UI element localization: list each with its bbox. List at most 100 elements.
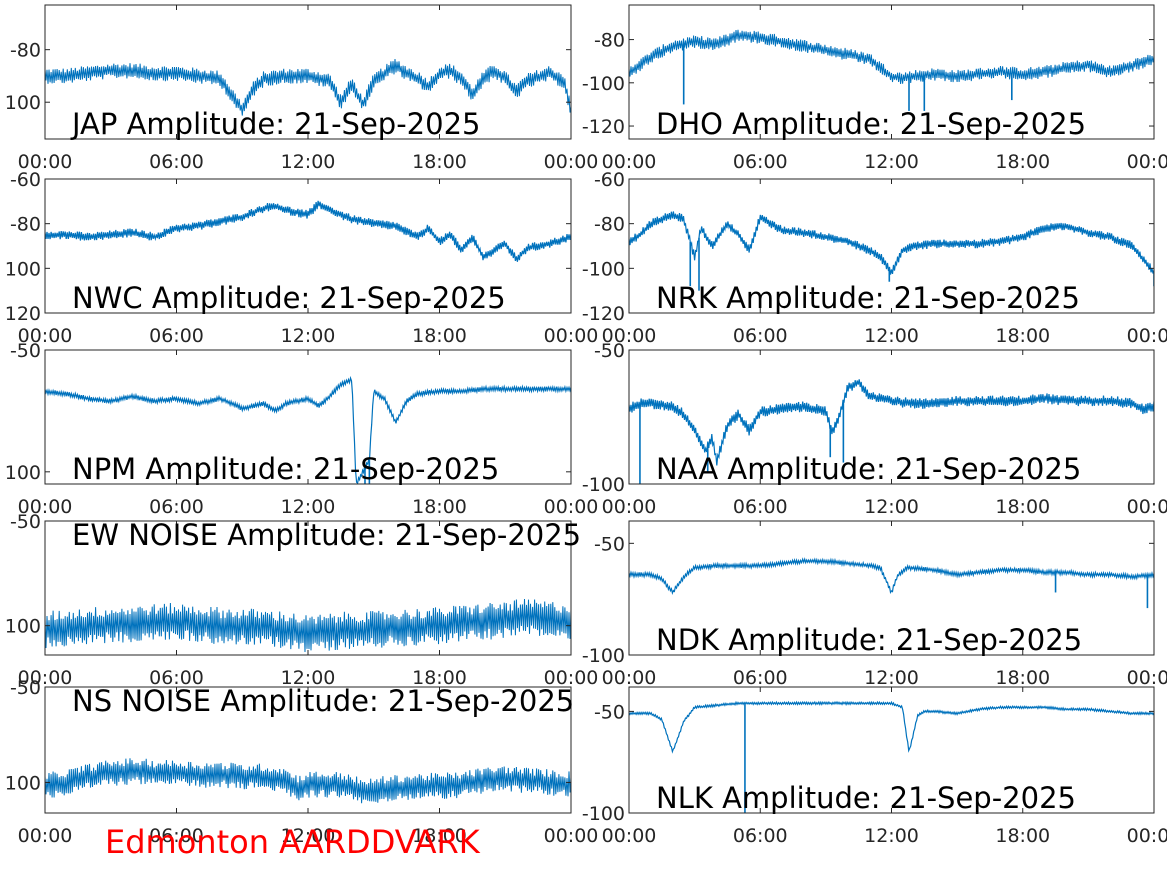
x-tick-label: 00:00 (1127, 151, 1167, 173)
y-tick-label: -100 (582, 645, 625, 667)
x-tick-label: 18:00 (412, 325, 467, 347)
y-tick-label: 100 (5, 92, 41, 114)
panel-title: NRK Amplitude: 21-Sep-2025 (656, 281, 1080, 315)
x-tick-label: 18:00 (412, 151, 467, 173)
series-line (45, 758, 571, 804)
series-line (45, 58, 571, 116)
x-tick-label: 06:00 (733, 825, 788, 847)
x-tick-label: 06:00 (149, 496, 204, 518)
x-tick-label: 00:00 (1127, 825, 1167, 847)
x-tick-label: 06:00 (733, 325, 788, 347)
y-tick-label: -60 (10, 169, 41, 191)
x-tick-label: 12:00 (864, 151, 919, 173)
panel-title: NWC Amplitude: 21-Sep-2025 (72, 281, 506, 315)
x-tick-label: 12:00 (864, 325, 919, 347)
y-tick-label: -50 (594, 701, 625, 723)
y-tick-label: -80 (10, 40, 41, 62)
y-tick-label: 100 (5, 462, 41, 484)
x-tick-label: 00:00 (602, 825, 657, 847)
x-tick-label: 00:00 (544, 325, 599, 347)
x-tick-label: 12:00 (864, 667, 919, 689)
x-tick-label: 00:00 (18, 496, 73, 518)
x-tick-label: 12:00 (281, 325, 336, 347)
x-tick-label: 12:00 (281, 667, 336, 689)
series-line (629, 29, 1154, 85)
series-line (45, 200, 571, 262)
x-tick-label: 00:00 (602, 325, 657, 347)
x-tick-label: 18:00 (995, 825, 1050, 847)
x-tick-label: 12:00 (281, 151, 336, 173)
x-tick-label: 12:00 (864, 825, 919, 847)
x-tick-label: 12:00 (281, 825, 336, 847)
y-tick-label: -120 (582, 303, 625, 325)
x-tick-label: 06:00 (149, 825, 204, 847)
series-line (629, 379, 1154, 466)
y-tick-label: -100 (582, 803, 625, 825)
y-tick-label: -50 (10, 340, 41, 362)
series-line (629, 700, 1154, 754)
panel-1: -80 100 00:00 06:00 12:00 18:00 00:00 JAP Ampli… (5, 4, 599, 173)
panel-title: NDK Amplitude: 21-Sep-2025 (656, 623, 1082, 657)
y-tick-label: -100 (582, 474, 625, 496)
y-tick-label: -50 (594, 533, 625, 555)
y-tick-label: -60 (594, 169, 625, 191)
panel-title: NS NOISE Amplitude: 21-Sep-2025 (72, 684, 574, 718)
panel-title: DHO Amplitude: 21-Sep-2025 (656, 107, 1086, 141)
x-tick-label: 00:00 (602, 667, 657, 689)
x-tick-label: 00:00 (602, 151, 657, 173)
x-tick-label: 18:00 (412, 825, 467, 847)
y-tick-label: 100 (5, 258, 41, 280)
y-tick-label: -50 (10, 511, 41, 533)
y-tick-label: -100 (582, 258, 625, 280)
y-tick-label: -50 (594, 340, 625, 362)
panel-title: NPM Amplitude: 21-Sep-2025 (72, 452, 499, 486)
y-tick-label: 120 (5, 303, 41, 325)
x-tick-label: 00:00 (18, 325, 73, 347)
x-tick-label: 00:00 (18, 825, 73, 847)
x-tick-label: 00:00 (544, 496, 599, 518)
y-tick-label: -80 (594, 214, 625, 236)
x-tick-label: 18:00 (995, 667, 1050, 689)
y-tick-label: -80 (10, 214, 41, 236)
y-tick-label: -50 (10, 677, 41, 699)
x-tick-label: 00:00 (544, 667, 599, 689)
x-tick-label: 00:00 (18, 667, 73, 689)
station-label: Edmonton AARDDVARK (105, 823, 481, 861)
x-tick-label: 00:00 (544, 151, 599, 173)
x-tick-label: 06:00 (149, 667, 204, 689)
x-tick-label: 06:00 (733, 151, 788, 173)
x-tick-label: 06:00 (733, 496, 788, 518)
panel-title: NLK Amplitude: 21-Sep-2025 (656, 781, 1076, 815)
series-line (629, 211, 1154, 275)
x-tick-label: 18:00 (995, 151, 1050, 173)
y-tick-label: -120 (582, 116, 625, 138)
x-tick-label: 18:00 (995, 496, 1050, 518)
x-tick-label: 18:00 (995, 325, 1050, 347)
x-tick-label: 12:00 (281, 496, 336, 518)
x-tick-label: 00:00 (1127, 496, 1167, 518)
panel-title: EW NOISE Amplitude: 21-Sep-2025 (72, 518, 581, 552)
x-tick-label: 00:00 (544, 825, 599, 847)
panels-group: -80 100 00:00 06:00 12:00 18:00 00:00 JAP Ampli… (5, 4, 1167, 847)
x-tick-label: 18:00 (412, 496, 467, 518)
panel-7: -50 100 00:00 06:00 12:00 18:00 00:00 EW NOISE … (5, 511, 599, 689)
x-tick-label: 00:00 (1127, 325, 1167, 347)
panel-9: -50 100 00:00 06:00 12:00 18:00 00:00 NS NOISE … (5, 677, 599, 847)
x-tick-label: 06:00 (149, 151, 204, 173)
y-tick-label: 100 (5, 772, 41, 794)
x-tick-label: 00:00 (18, 151, 73, 173)
x-tick-label: 06:00 (149, 325, 204, 347)
y-tick-label: -100 (582, 73, 625, 95)
x-tick-label: 00:00 (602, 496, 657, 518)
y-tick-label: -80 (594, 30, 625, 52)
panel-title: JAP Amplitude: 21-Sep-2025 (70, 107, 480, 141)
panel-2: -80 -100 -120 00:00 06:00 12:00 18:00 00:00 DHO … (582, 4, 1167, 173)
x-tick-label: 12:00 (864, 496, 919, 518)
x-tick-label: 06:00 (733, 667, 788, 689)
series-line (45, 598, 571, 653)
